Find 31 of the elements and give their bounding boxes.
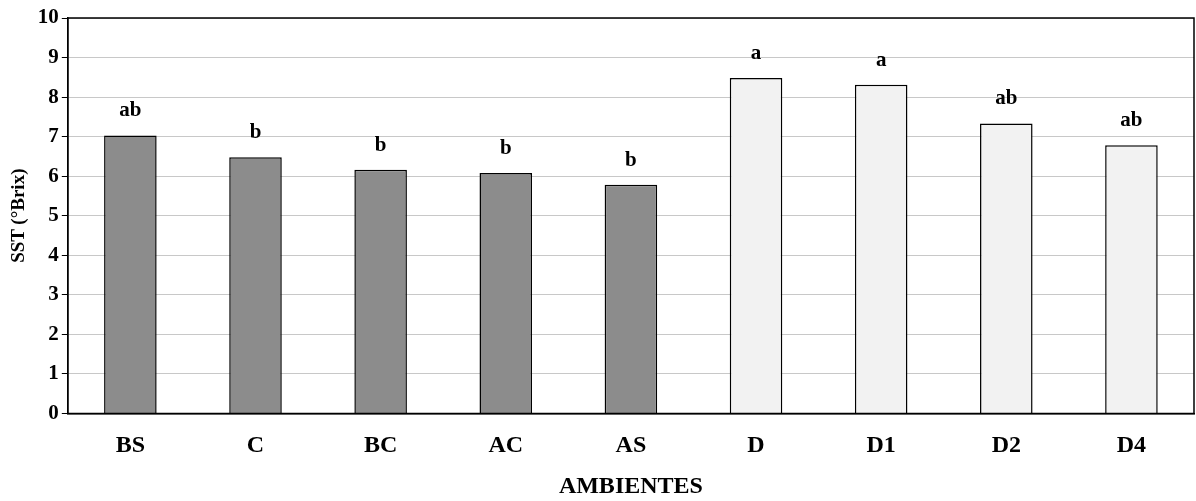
annotation: ab (119, 97, 142, 122)
annotation: b (249, 119, 262, 144)
x-tick-label: AS (615, 431, 647, 457)
y-tick-label: 0 (48, 399, 59, 424)
y-tick-label: 4 (48, 241, 60, 266)
x-axis-title: AMBIENTES (558, 471, 703, 498)
y-tick-label: 1 (48, 360, 59, 385)
y-axis-title: SST (°Brix) (7, 168, 30, 263)
x-tick-label: BS (115, 431, 146, 457)
x-tick-label: D1 (866, 431, 896, 457)
annotation: b (499, 134, 512, 159)
x-tick-label: C (246, 431, 265, 457)
annotation: ab (995, 85, 1018, 110)
y-tick-label: 9 (48, 43, 59, 68)
x-tick-label: D2 (991, 431, 1021, 457)
annotation: a (875, 46, 887, 71)
annotation: a (750, 40, 762, 65)
x-tick-label: D (747, 431, 765, 457)
y-tick-label: 5 (48, 202, 59, 227)
x-tick-label: D4 (1116, 431, 1147, 457)
y-tick-label: 10 (37, 4, 59, 29)
y-tick-label: 8 (48, 83, 59, 108)
x-tick-label: AC (488, 431, 524, 457)
y-tick-label: 3 (48, 281, 59, 306)
annotation: ab (1120, 107, 1143, 132)
y-tick-label: 2 (48, 320, 59, 345)
x-tick-label: BC (363, 431, 398, 457)
y-tick-label: 6 (48, 162, 59, 187)
annotation: b (374, 131, 387, 156)
y-tick-label: 7 (48, 123, 59, 148)
annotation: b (625, 146, 637, 171)
